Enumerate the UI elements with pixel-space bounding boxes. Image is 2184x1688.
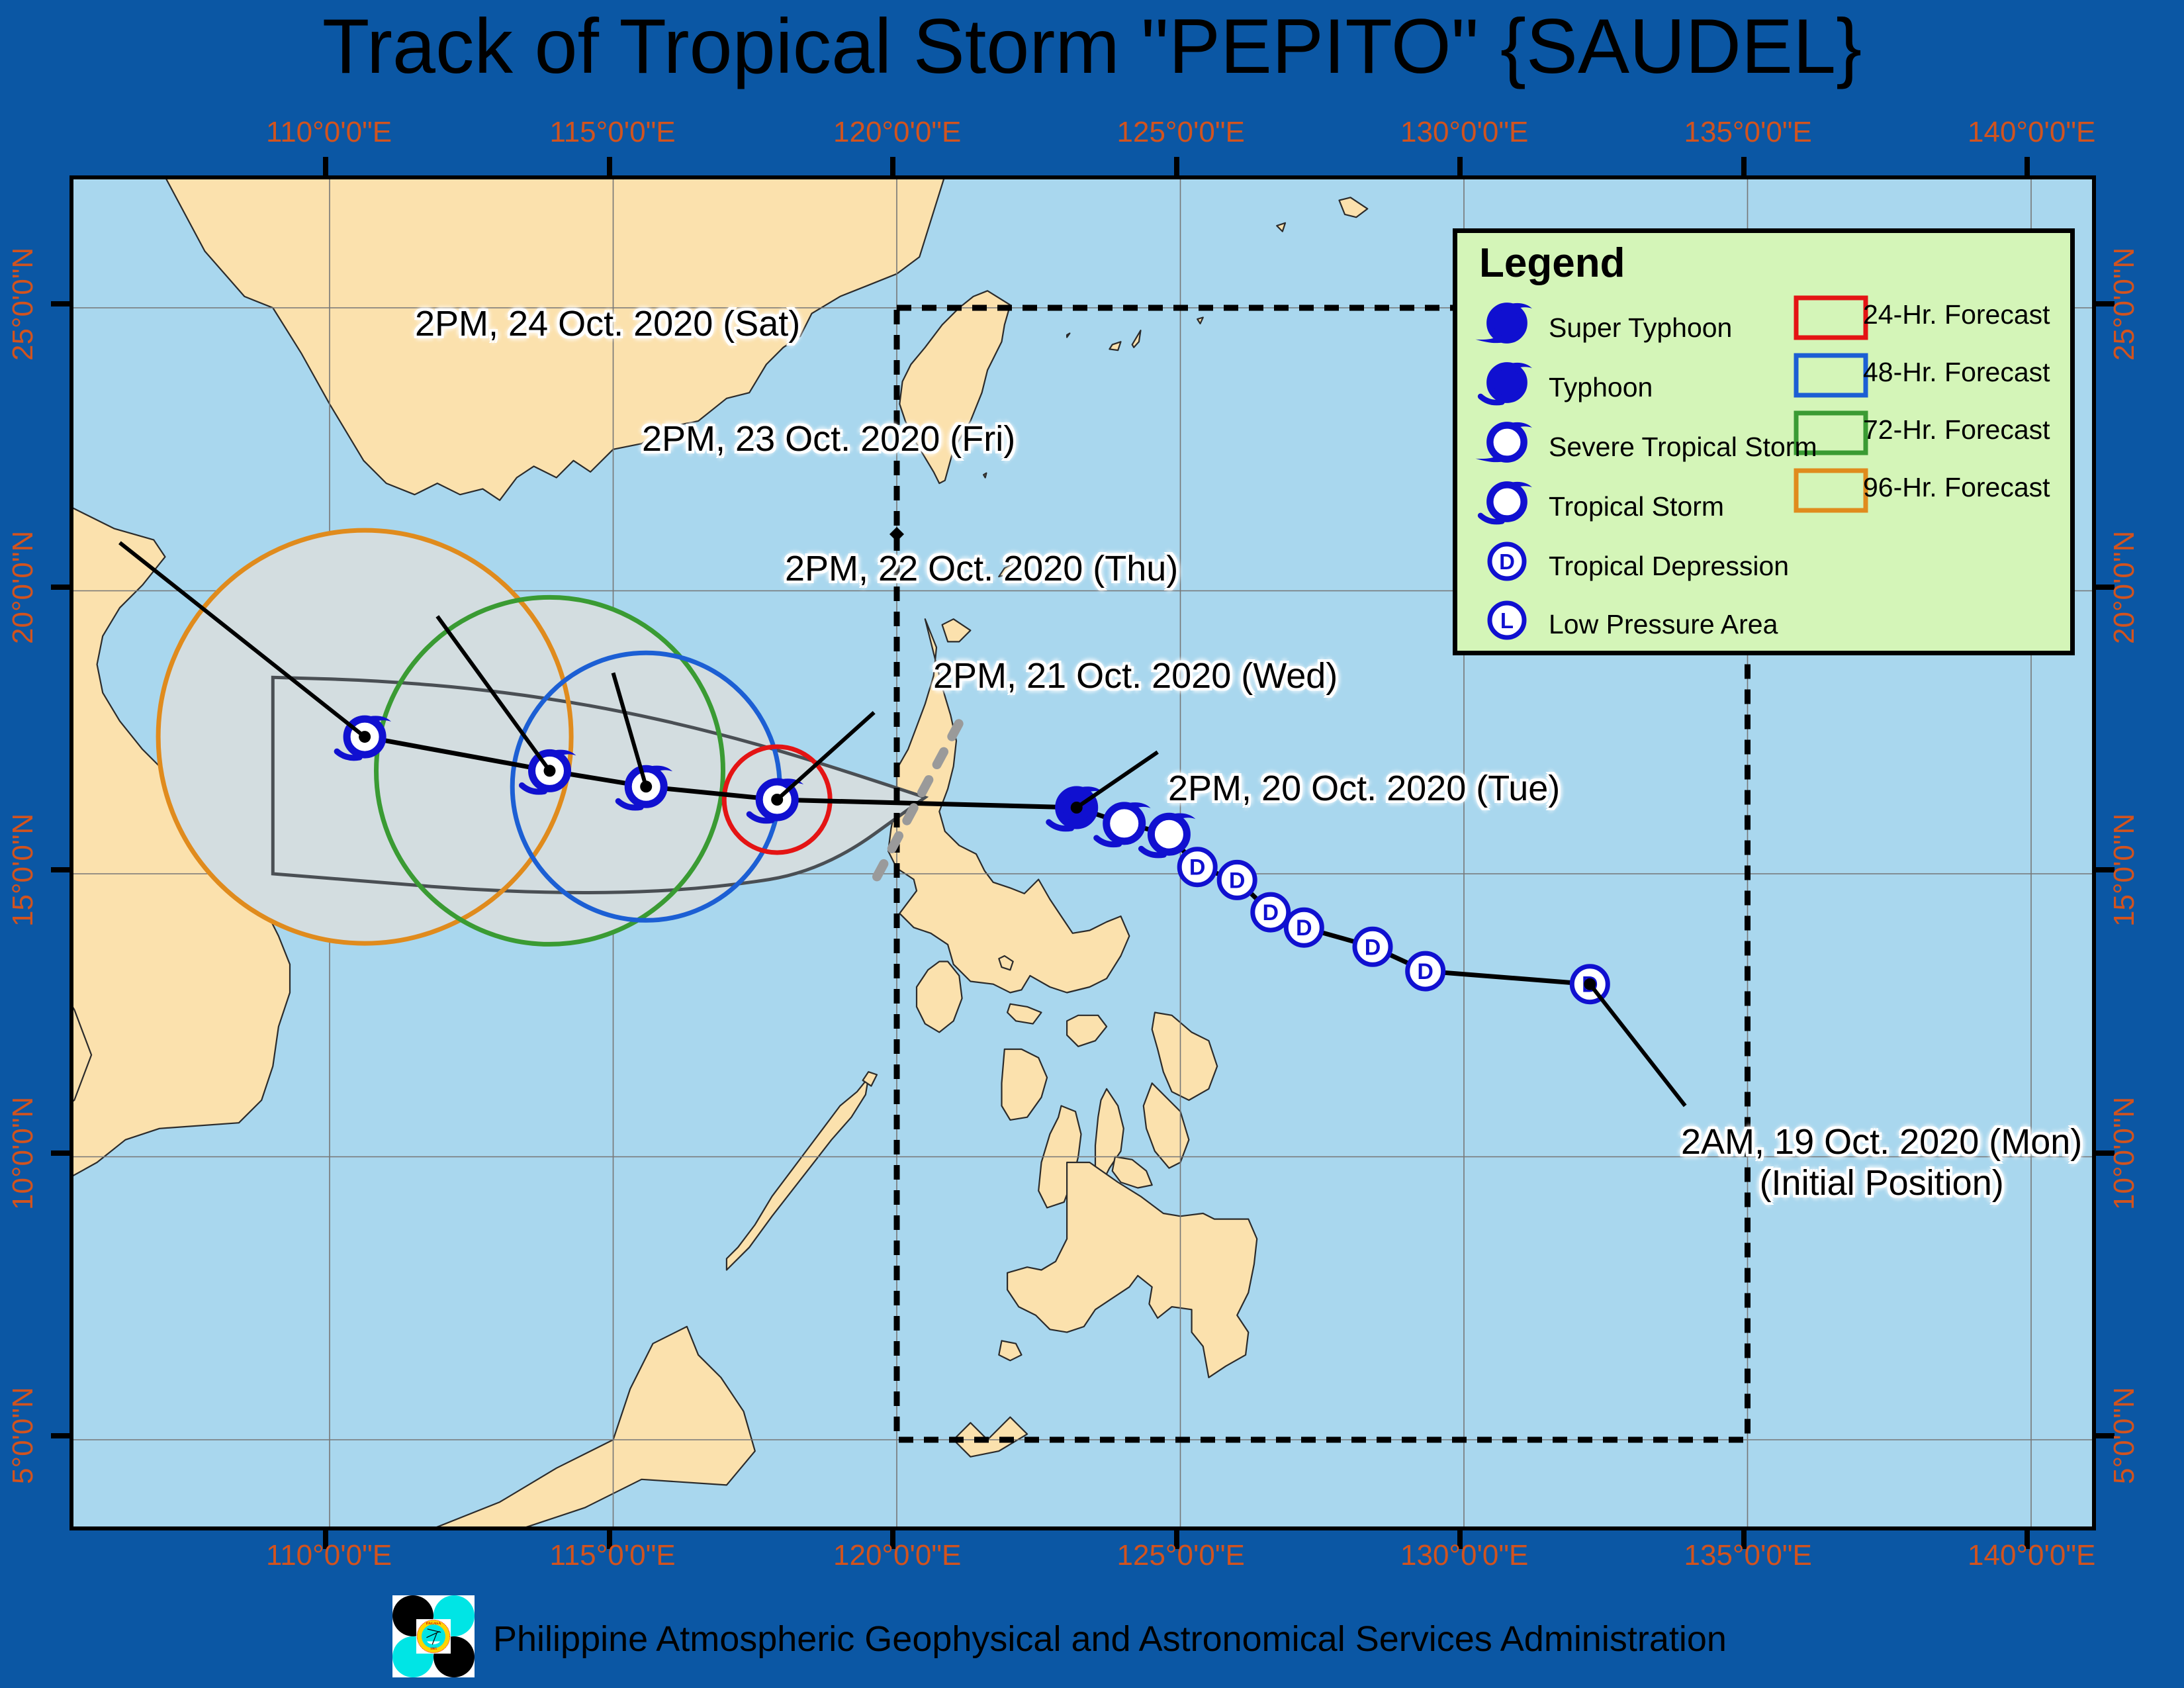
- svg-text:D: D: [1499, 549, 1515, 574]
- svg-text:PAGASA: PAGASA: [426, 1622, 441, 1626]
- svg-text:L: L: [1500, 608, 1514, 633]
- svg-text:D: D: [1417, 959, 1433, 984]
- svg-text:D: D: [1263, 900, 1279, 925]
- svg-text:D: D: [1189, 855, 1206, 880]
- svg-text:D: D: [1365, 935, 1381, 960]
- svg-text:D: D: [1296, 915, 1312, 941]
- svg-text:D: D: [1229, 868, 1246, 893]
- svg-text:1865: 1865: [430, 1648, 437, 1651]
